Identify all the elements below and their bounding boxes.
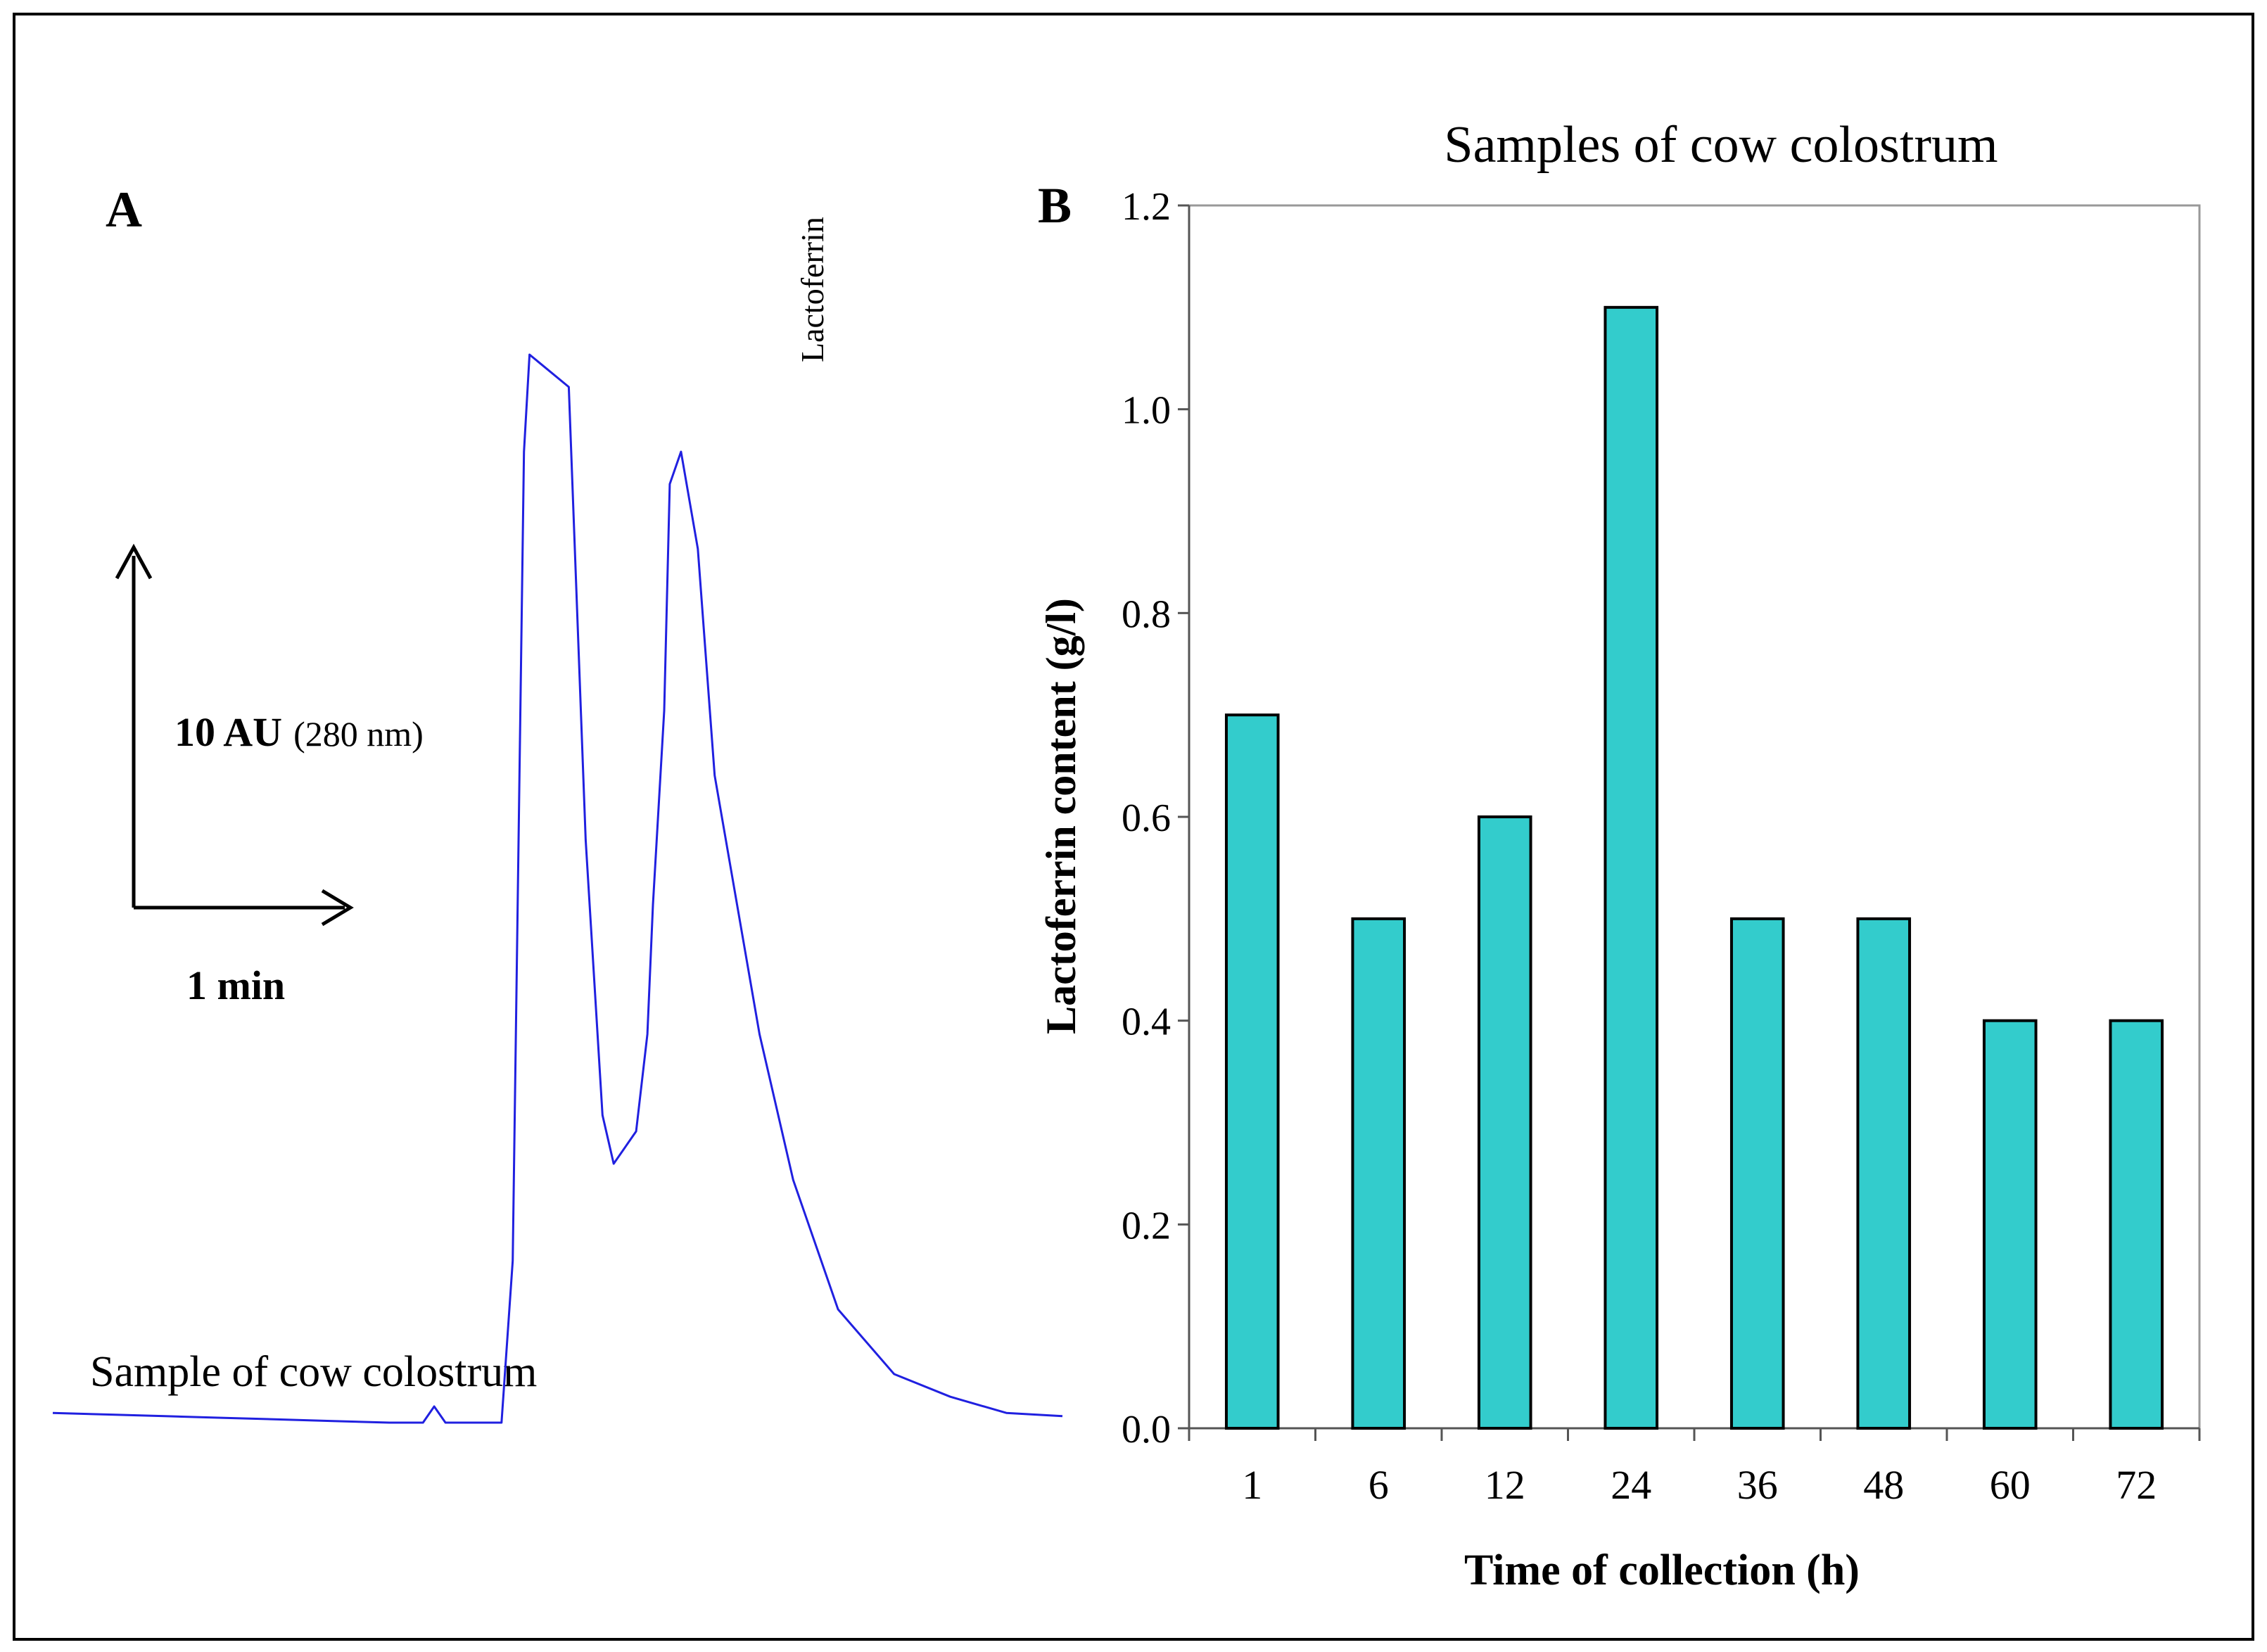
x-tick-label: 48 — [1863, 1462, 1904, 1508]
y-tick-label: 0.6 — [1122, 796, 1171, 840]
y-ticks: 0.0 0.2 0.4 0.6 0.8 1.0 1.2 — [1122, 185, 1189, 1451]
panel-b-label: B — [1038, 177, 1072, 234]
bars — [1224, 305, 2164, 1430]
sample-label: Sample of cow colostrum — [90, 1348, 537, 1396]
bar-72h — [2109, 1019, 2164, 1430]
x-tick-label: 36 — [1737, 1462, 1778, 1508]
x-scale-label: 1 min — [186, 962, 285, 1008]
x-tick-label: 12 — [1485, 1462, 1525, 1508]
x-axis-label: Time of collection (h) — [1464, 1546, 1860, 1594]
x-tick-label: 72 — [2116, 1462, 2157, 1508]
bar-1h — [1224, 713, 1280, 1430]
y-tick-label: 0.4 — [1122, 1000, 1171, 1044]
y-tick-label: 1.0 — [1122, 389, 1171, 433]
x-tick-label: 24 — [1611, 1462, 1651, 1508]
y-scale-value: 10 AU — [174, 709, 282, 755]
x-scale-arrow-head — [321, 889, 354, 927]
y-scale-unit: (280 nm) — [293, 714, 424, 754]
x-ticks: 1 6 12 24 36 48 60 72 — [1188, 1428, 2201, 1508]
bar-36h — [1729, 917, 1785, 1430]
x-tick-label: 6 — [1369, 1462, 1389, 1508]
y-tick-label: 0.2 — [1122, 1204, 1171, 1247]
panel-a-label: A — [106, 182, 142, 238]
bar-24h — [1604, 305, 1659, 1430]
y-scale-label: 10 AU (280 nm) — [174, 709, 424, 755]
chart-title: Samples of cow colostrum — [1444, 116, 1998, 174]
x-tick-label: 60 — [1990, 1462, 2031, 1508]
panel-b: B Samples of cow colostrum Lactoferrin c… — [1038, 116, 2201, 1594]
lactoferrin-peak-label: Lactoferrin — [794, 217, 830, 362]
y-tick-label: 0.0 — [1122, 1408, 1171, 1451]
x-tick-label: 1 — [1242, 1462, 1262, 1508]
bar-12h — [1477, 815, 1532, 1430]
bar-6h — [1351, 917, 1406, 1430]
bar-60h — [1982, 1019, 2038, 1430]
y-tick-label: 1.2 — [1122, 185, 1171, 229]
y-tick-label: 0.8 — [1122, 592, 1171, 636]
bar-48h — [1856, 917, 1912, 1430]
chromatogram-trace — [52, 353, 1063, 1424]
panel-a: A 10 AU (280 nm) 1 min Sample of cow colo… — [52, 182, 1063, 1424]
y-axis-label: Lactoferrin content (g/l) — [1038, 598, 1084, 1034]
y-scale-arrow-head — [115, 543, 153, 580]
